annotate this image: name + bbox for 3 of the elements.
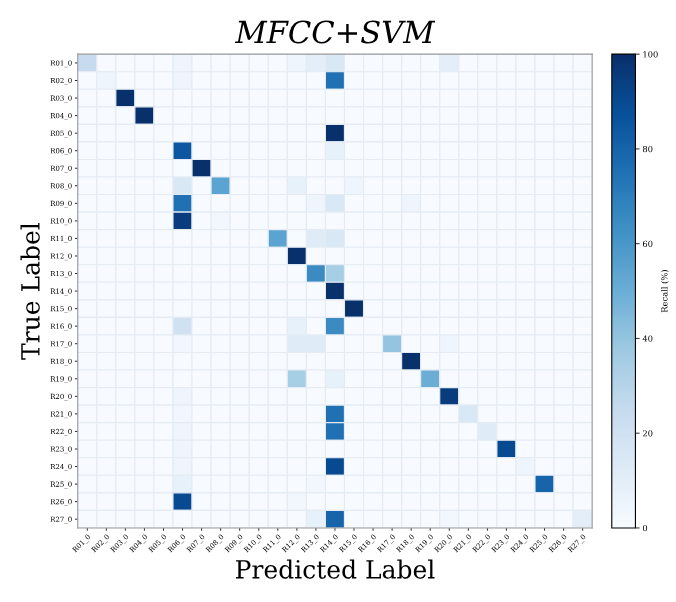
y-axis-title: True Label: [20, 222, 40, 360]
chart-title: MFCC+SVM: [234, 20, 436, 44]
x-axis-title: Predicted Label: [236, 559, 435, 579]
